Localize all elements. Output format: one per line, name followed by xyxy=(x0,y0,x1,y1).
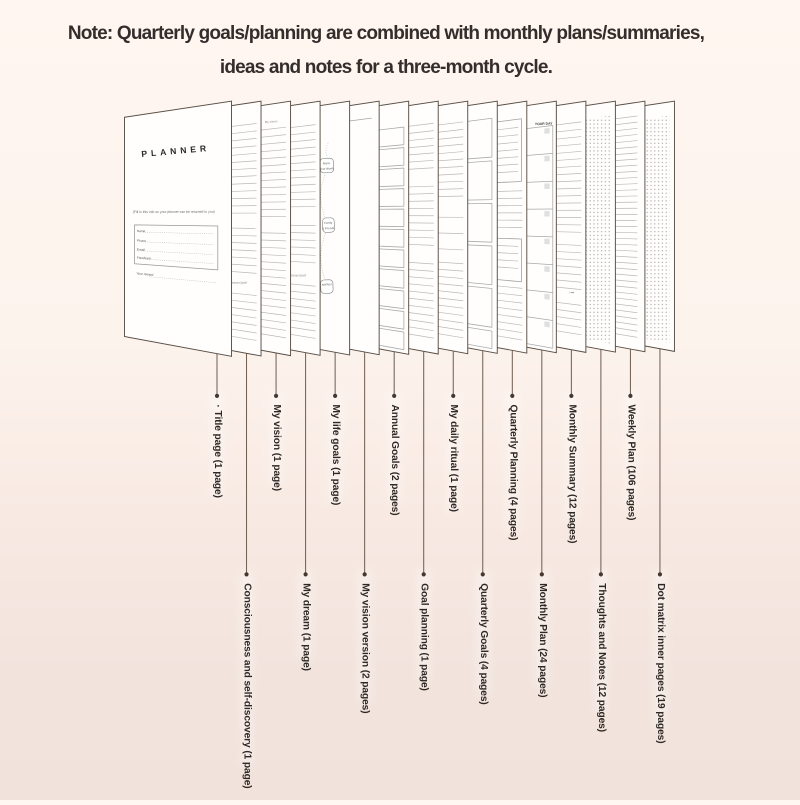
svg-text:Weekly Plan (106 pages): Weekly Plan (106 pages) xyxy=(625,405,636,521)
svg-text:Name: Name xyxy=(323,161,331,165)
svg-text:My vision (1 page): My vision (1 page) xyxy=(271,405,282,492)
svg-text:Consciousness and self-discove: Consciousness and self-discovery (1 page… xyxy=(242,583,253,788)
svg-text:Quarterly Goals (4 pages): Quarterly Goals (4 pages) xyxy=(478,583,489,705)
svg-text:& Friends: & Friends xyxy=(322,226,335,230)
svg-text:Your Worth: Your Worth xyxy=(320,166,334,170)
svg-text:Name: Name xyxy=(137,229,146,233)
svg-text:spiritual: spiritual xyxy=(322,282,332,286)
svg-text:· Title page (1 page): · Title page (1 page) xyxy=(212,405,223,498)
svg-text:Annual Goals (2 pages): Annual Goals (2 pages) xyxy=(389,405,400,516)
svg-text:(Fill in this info so your pla: (Fill in this info so your planner can b… xyxy=(133,210,215,214)
svg-text:Phone: Phone xyxy=(137,239,147,243)
svg-text:Monthly Summary (12 pages): Monthly Summary (12 pages) xyxy=(566,405,577,544)
svg-text:My daily ritual (1 page): My daily ritual (1 page) xyxy=(448,405,459,512)
svg-text:My vision version (2 pages): My vision version (2 pages) xyxy=(360,583,371,713)
svg-text:Quarterly Planning (4 pages): Quarterly Planning (4 pages) xyxy=(507,405,518,541)
svg-text:Family: Family xyxy=(324,221,333,225)
svg-text:My vision: My vision xyxy=(265,119,278,124)
svg-text:-➞: -➞ xyxy=(569,290,574,295)
svg-text:My dream (1 page): My dream (1 page) xyxy=(301,583,312,671)
svg-text:Dot matrix inner pages (19 pag: Dot matrix inner pages (19 pages) xyxy=(655,583,666,743)
svg-text:My life goals (1 page): My life goals (1 page) xyxy=(330,405,341,506)
svg-text:Thoughts and Notes (12 pages): Thoughts and Notes (12 pages) xyxy=(596,583,607,732)
svg-text:Email: Email xyxy=(137,248,145,252)
svg-text:dream/goal: dream/goal xyxy=(231,281,247,285)
svg-text:Goal planning (1 page): Goal planning (1 page) xyxy=(419,583,430,691)
svg-text:dream/goal: dream/goal xyxy=(290,273,306,277)
svg-text:Monthly Plan (24 pages): Monthly Plan (24 pages) xyxy=(537,583,548,697)
